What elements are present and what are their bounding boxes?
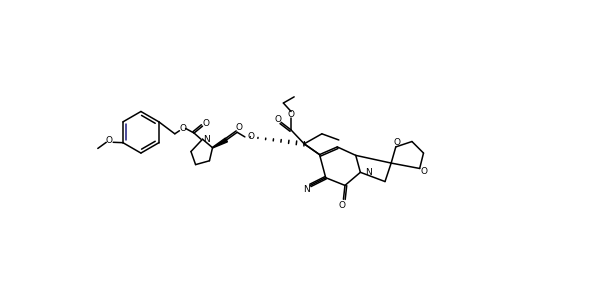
Text: O: O [179,124,186,133]
Text: O: O [421,167,428,176]
Text: N: N [303,185,310,194]
Polygon shape [213,138,228,148]
Text: N: N [204,135,210,144]
Text: O: O [236,123,243,132]
Text: O: O [288,110,295,119]
Text: O: O [106,136,113,145]
Text: O: O [274,115,281,124]
Text: O: O [394,138,401,147]
Text: O: O [247,132,254,141]
Text: O: O [202,119,209,128]
Text: O: O [338,201,345,210]
Text: N: N [365,168,371,177]
